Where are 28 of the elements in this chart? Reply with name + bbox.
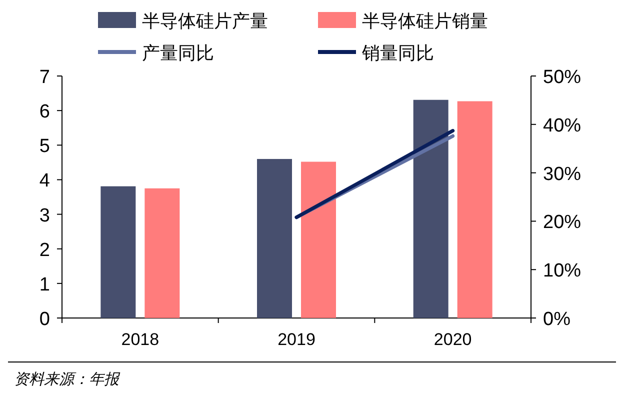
legend-label: 销量同比	[361, 43, 434, 63]
legend-label: 产量同比	[142, 43, 214, 63]
legend-label: 半导体硅片销量	[362, 11, 488, 31]
y-tick-label: 5	[39, 136, 50, 158]
y2-tick-label: 40%	[543, 115, 582, 136]
legend-label: 半导体硅片产量	[142, 11, 268, 31]
x-tick-label: 2019	[278, 330, 316, 349]
y-tick-label: 0	[39, 309, 50, 330]
text: 资料来源：年报	[14, 371, 121, 388]
y-tick-label: 7	[39, 67, 50, 88]
bar	[257, 158, 292, 318]
bar	[144, 188, 180, 318]
bar	[413, 100, 448, 318]
y-tick-label: 4	[39, 170, 50, 192]
x-tick-label: 2020	[434, 330, 472, 349]
y-tick-label: 6	[39, 102, 50, 123]
x-tick-label: 2018	[121, 330, 160, 349]
y2-tick-label: 50%	[543, 67, 582, 88]
y2-tick-label: 30%	[543, 164, 582, 185]
bar	[301, 162, 336, 318]
bar	[457, 101, 492, 318]
y2-tick-label: 20%	[543, 212, 582, 234]
y-tick-label: 1	[39, 274, 50, 296]
bar	[100, 186, 136, 318]
y-tick-label: 2	[39, 240, 50, 261]
y2-tick-label: 10%	[543, 260, 582, 282]
y2-tick-label: 0%	[543, 309, 571, 330]
y-tick-label: 3	[39, 205, 50, 226]
